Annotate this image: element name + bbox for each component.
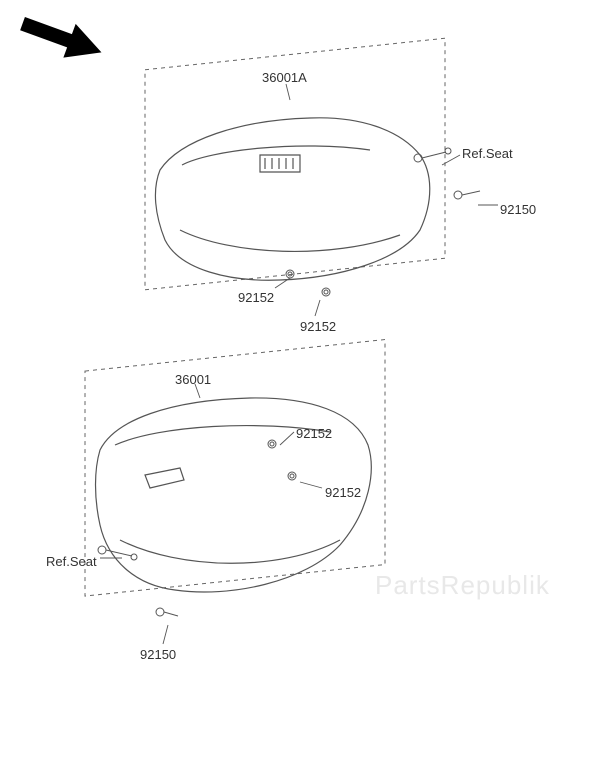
label-92152c: 92152 [296,426,332,441]
label-92152b: 92152 [300,319,336,334]
label-36001A: 36001A [262,70,307,85]
label-refseat1: Ref.Seat [462,146,513,161]
diagram-svg [0,0,600,775]
label-92152d: 92152 [325,485,361,500]
upper-side-cover [155,118,429,280]
label-36001: 36001 [175,372,211,387]
label-92150a: 92150 [500,202,536,217]
label-92150b: 92150 [140,647,176,662]
orientation-arrow [16,7,107,70]
label-refseat2: Ref.Seat [46,554,97,569]
leader-lines [100,84,498,644]
fasteners [98,148,480,616]
lower-dash-box [85,340,385,597]
label-92152a: 92152 [238,290,274,305]
